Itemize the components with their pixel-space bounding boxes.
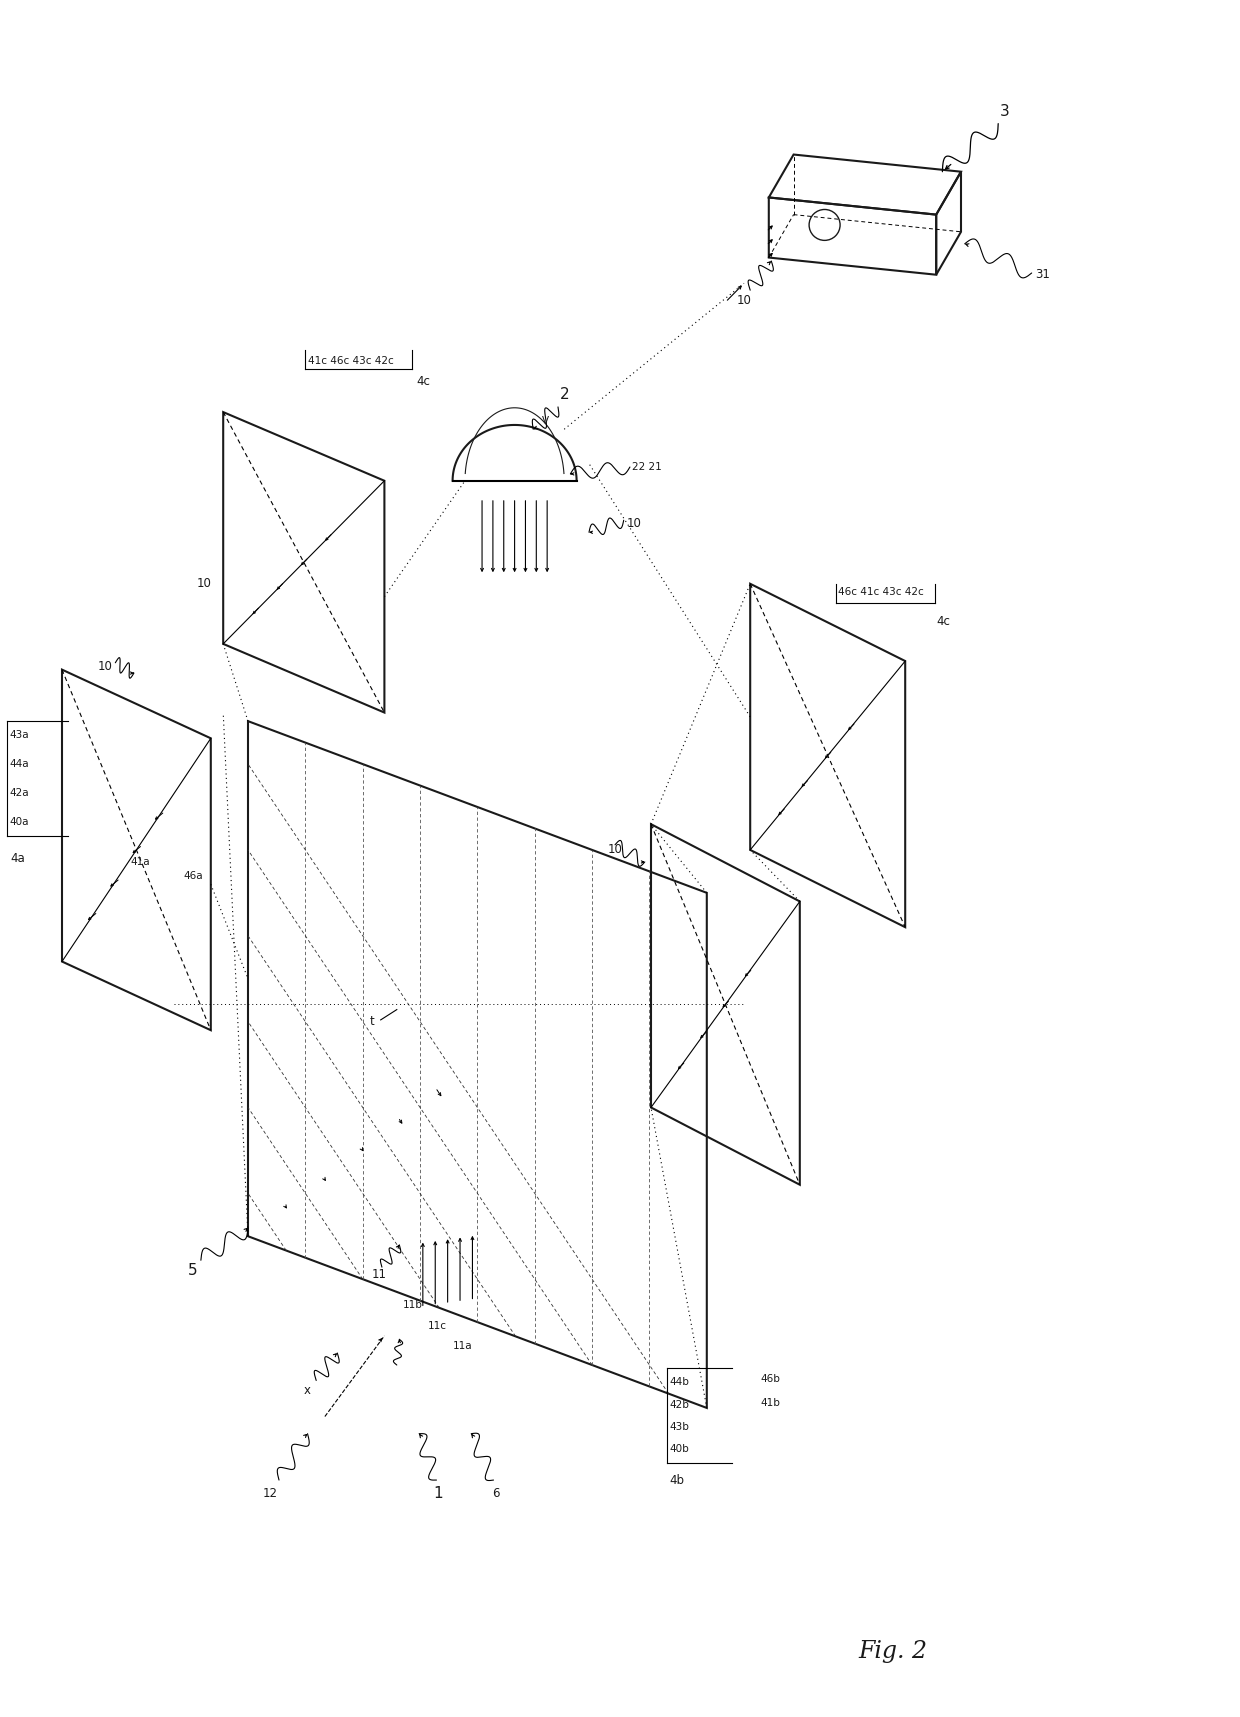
Text: 43b: 43b bbox=[670, 1422, 689, 1432]
Text: 11b: 11b bbox=[403, 1300, 423, 1310]
Text: 10: 10 bbox=[737, 294, 751, 307]
Text: 22 21: 22 21 bbox=[632, 462, 662, 472]
Text: 4c: 4c bbox=[936, 615, 950, 628]
Text: 46a: 46a bbox=[184, 871, 203, 881]
Text: 40a: 40a bbox=[10, 817, 30, 828]
Text: 6: 6 bbox=[492, 1487, 500, 1501]
Text: 42a: 42a bbox=[10, 788, 30, 798]
Text: 4c: 4c bbox=[417, 374, 430, 388]
Text: 4a: 4a bbox=[10, 852, 25, 865]
Text: 11c: 11c bbox=[428, 1320, 446, 1331]
Text: 40b: 40b bbox=[670, 1444, 689, 1454]
Text: 10: 10 bbox=[608, 843, 622, 857]
Text: 12: 12 bbox=[263, 1487, 278, 1501]
Text: 5: 5 bbox=[187, 1264, 197, 1277]
Text: 44b: 44b bbox=[670, 1377, 689, 1387]
Text: 2: 2 bbox=[559, 388, 569, 402]
Text: 3: 3 bbox=[999, 105, 1009, 118]
Text: 41b: 41b bbox=[760, 1398, 780, 1408]
Text: 31: 31 bbox=[1035, 268, 1050, 282]
Text: 42b: 42b bbox=[670, 1399, 689, 1410]
Text: 44a: 44a bbox=[10, 759, 30, 769]
Text: 46c 41c 43c 42c: 46c 41c 43c 42c bbox=[838, 587, 924, 598]
Text: Fig. 2: Fig. 2 bbox=[858, 1640, 928, 1664]
Text: 10: 10 bbox=[98, 659, 113, 673]
Text: 41c 46c 43c 42c: 41c 46c 43c 42c bbox=[308, 355, 393, 366]
Text: 41a: 41a bbox=[130, 857, 150, 867]
Text: 43a: 43a bbox=[10, 730, 30, 740]
Text: 11a: 11a bbox=[453, 1341, 472, 1351]
Text: 10: 10 bbox=[197, 577, 212, 591]
Text: 1: 1 bbox=[433, 1487, 443, 1501]
Text: x: x bbox=[304, 1384, 311, 1398]
Text: 11: 11 bbox=[372, 1267, 387, 1281]
Text: 4b: 4b bbox=[670, 1473, 684, 1487]
Text: V: V bbox=[542, 416, 549, 426]
Text: t: t bbox=[370, 1015, 374, 1028]
Text: 46b: 46b bbox=[760, 1374, 780, 1384]
Text: 10: 10 bbox=[626, 517, 641, 531]
